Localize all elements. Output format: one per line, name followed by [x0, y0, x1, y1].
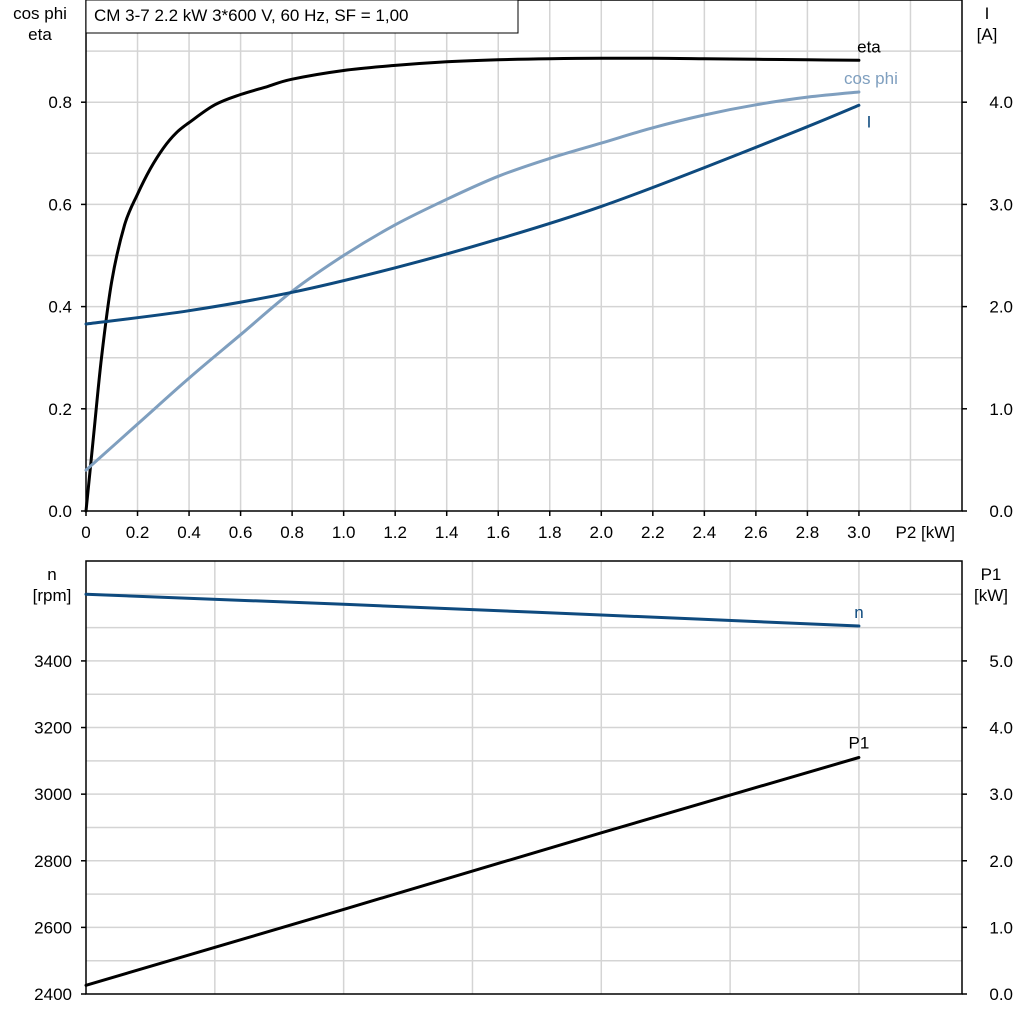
- lower-right-axis-title: P1: [981, 565, 1002, 584]
- upper-x-tick-label: 1.2: [383, 523, 407, 542]
- lower-right-tick-label: 3.0: [989, 785, 1013, 804]
- series-label-eta: eta: [857, 37, 881, 56]
- upper-right-tick-label: 3.0: [989, 195, 1013, 214]
- upper-x-tick-label: 2.6: [744, 523, 768, 542]
- upper-x-tick-label: 2.8: [796, 523, 820, 542]
- series-line-i: [84, 103, 861, 326]
- upper-frame: [85, 0, 963, 512]
- upper-plot: 0.0 0.2 0.4 0.6 0.8 0.0 1.0 2.0 3.0 4.0 cos phi eta…: [13, 0, 1013, 542]
- upper-x-tick-label: 0.2: [126, 523, 150, 542]
- upper-right-axis-title: I: [985, 4, 990, 23]
- upper-right-tick-label: 4.0: [989, 93, 1013, 112]
- upper-left-axis-title: eta: [28, 25, 52, 44]
- lower-plot: 2400 2600 2800 3000 3200 3400 0.0 1.0 2.0 3.0 4.0 5…: [33, 560, 1013, 1004]
- lower-left-tick-label: 2800: [34, 852, 72, 871]
- upper-left-tick-label: 0.2: [48, 400, 72, 419]
- upper-x-tick-label: 2.4: [693, 523, 717, 542]
- lower-left-tick-label: 3400: [34, 652, 72, 671]
- upper-x-tick-label: 0.8: [280, 523, 304, 542]
- upper-x-tick-label: 2.2: [641, 523, 665, 542]
- lower-left-tick-label: 2600: [34, 918, 72, 937]
- upper-x-tick-label: 3.0: [847, 523, 871, 542]
- lower-left-axis-title: [rpm]: [33, 586, 72, 605]
- lower-left-tick-label: 2400: [34, 985, 72, 1004]
- lower-frame: [85, 560, 963, 995]
- series-label-i: I: [867, 112, 872, 131]
- series-line-eta: [84, 56, 861, 513]
- upper-right-axis-title: [A]: [977, 25, 998, 44]
- upper-x-tick-label: 0.6: [229, 523, 253, 542]
- series-line-p1: [84, 756, 861, 987]
- upper-x-tick-label: 1.8: [538, 523, 562, 542]
- series-label-p1: P1: [849, 734, 870, 753]
- lower-right-axis-title: [kW]: [974, 586, 1008, 605]
- upper-x-tick-label: 0: [81, 523, 90, 542]
- upper-left-axis-title: cos phi: [13, 4, 67, 23]
- lower-gridlines: [86, 561, 962, 994]
- upper-x-tick-label: 1.4: [435, 523, 459, 542]
- series-label-n: n: [854, 603, 863, 622]
- upper-left-tick-label: 0.8: [48, 93, 72, 112]
- lower-left-tick-label: 3000: [34, 785, 72, 804]
- upper-x-tick-label: 0.4: [177, 523, 201, 542]
- lower-right-tick-label: 2.0: [989, 852, 1013, 871]
- upper-x-axis-title: P2 [kW]: [895, 523, 955, 542]
- upper-right-tick-label: 0.0: [989, 502, 1013, 521]
- lower-left-tick-label: 3200: [34, 719, 72, 738]
- lower-right-tick-label: 1.0: [989, 918, 1013, 937]
- series-label-cos-phi: cos phi: [844, 69, 898, 88]
- upper-right-tick-label: 2.0: [989, 298, 1013, 317]
- lower-right-tick-label: 0.0: [989, 985, 1013, 1004]
- upper-gridlines: [86, 0, 962, 511]
- upper-x-tick-label: 1.0: [332, 523, 356, 542]
- upper-left-tick-label: 0.0: [48, 502, 72, 521]
- upper-x-tick-label: 2.0: [589, 523, 613, 542]
- series-line-cos-phi: [84, 90, 861, 472]
- series-line-n: [84, 592, 861, 628]
- chart-title: CM 3-7 2.2 kW 3*600 V, 60 Hz, SF = 1,00: [85, 0, 519, 34]
- upper-left-tick-label: 0.4: [48, 298, 72, 317]
- lower-left-axis-title: n: [47, 565, 56, 584]
- chart-title-text: CM 3-7 2.2 kW 3*600 V, 60 Hz, SF = 1,00: [94, 6, 409, 25]
- upper-left-tick-label: 0.6: [48, 195, 72, 214]
- upper-right-tick-label: 1.0: [989, 400, 1013, 419]
- lower-right-tick-label: 5.0: [989, 652, 1013, 671]
- lower-right-tick-label: 4.0: [989, 719, 1013, 738]
- upper-x-tick-label: 1.6: [486, 523, 510, 542]
